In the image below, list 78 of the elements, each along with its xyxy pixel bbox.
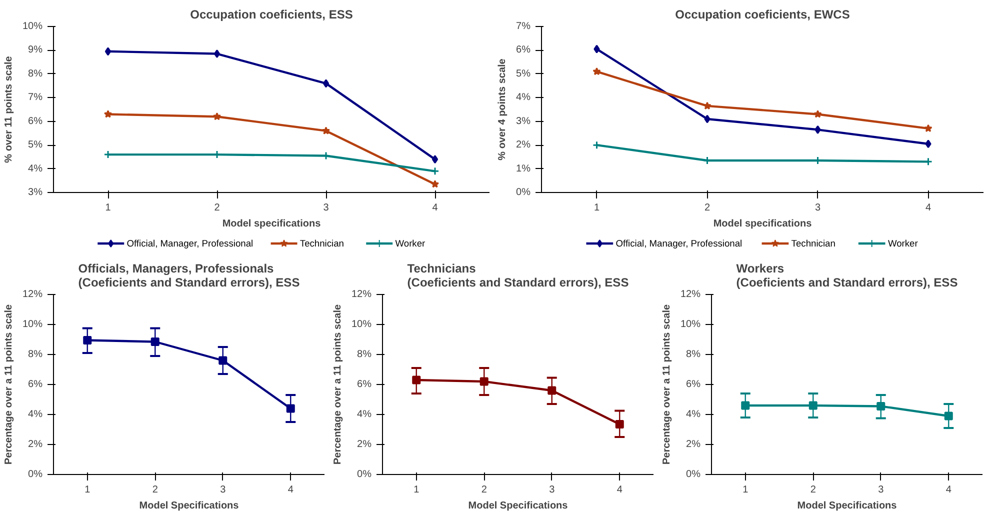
y-axis-title: Percentage over a 11 points scale [661, 304, 672, 465]
y-tick-label: 4% [28, 163, 43, 174]
x-axis-title: Model Specifications [139, 500, 240, 512]
y-tick-label: 6% [28, 379, 43, 390]
x-tick-label: 3 [220, 484, 226, 496]
y-axis-title: Percentage over a 11 points scale [3, 304, 14, 465]
y-tick-label: 8% [28, 68, 43, 80]
chart-title: Officials, Managers, Professionals (Coeficients and Standard errors), ESS [78, 262, 300, 290]
y-tick-label: 2% [28, 439, 43, 450]
y-tick-label: 6% [357, 379, 372, 390]
x-axis-title: Model Specifications [797, 500, 898, 512]
legend-label: Technician [300, 238, 344, 248]
y-tick-label: 10% [351, 319, 372, 330]
x-axis-title: Model specifications [713, 218, 812, 230]
chart-title: Workers (Coeficients and Standard errors), ESS [736, 262, 958, 290]
x-tick-label: 4 [432, 202, 438, 214]
chart-title: Occupation coeficients, EWCS [675, 8, 850, 22]
x-tick-label: 2 [214, 202, 220, 214]
y-tick-label: 0% [686, 469, 701, 480]
x-axis-title: Model Specifications [468, 500, 568, 512]
y-tick-label: 12% [680, 289, 701, 300]
y-tick-label: 2% [516, 140, 531, 151]
y-tick-label: 12% [22, 289, 43, 300]
legend-label: Worker [888, 238, 918, 248]
x-tick-label: 3 [814, 202, 821, 214]
y-tick-label: 10% [22, 319, 43, 330]
legend-label: Technician [791, 238, 836, 248]
y-tick-label: 5% [516, 68, 531, 80]
y-tick-label: 8% [357, 349, 372, 360]
x-tick-label: 2 [481, 484, 488, 496]
chart-title: Technicians (Coeficients and Standard errors), ESS [407, 262, 629, 290]
y-tick-label: 6% [28, 116, 43, 127]
y-tick-label: 3% [28, 187, 43, 198]
x-tick-label: 2 [152, 484, 158, 496]
y-axis-title: Percentage over a 11 points scale [332, 304, 344, 465]
y-tick-label: 1% [516, 163, 531, 174]
y-tick-label: 7% [516, 21, 531, 32]
y-tick-label: 6% [516, 44, 531, 56]
legend-label: Official, Manager, Professional [126, 238, 254, 248]
x-tick-label: 1 [594, 202, 600, 214]
y-tick-label: 10% [22, 21, 43, 32]
x-tick-label: 4 [288, 484, 294, 496]
x-axis-title: Model specifications [222, 218, 322, 230]
x-tick-label: 3 [878, 484, 884, 496]
x-tick-label: 3 [549, 484, 556, 496]
y-axis-title: % over 4 points scale [497, 58, 508, 160]
y-tick-label: 6% [686, 379, 701, 390]
y-tick-label: 10% [680, 319, 701, 330]
chart-title: Occupation coeficients, ESS [190, 8, 353, 22]
legend-label: Worker [395, 238, 426, 248]
y-tick-label: 4% [357, 409, 372, 420]
y-tick-label: 5% [28, 140, 43, 151]
y-tick-label: 4% [686, 409, 701, 420]
y-tick-label: 3% [516, 116, 531, 127]
x-tick-label: 2 [704, 202, 710, 214]
x-tick-label: 4 [946, 484, 952, 496]
x-tick-label: 2 [810, 484, 816, 496]
y-tick-label: 0% [516, 187, 531, 198]
y-tick-label: 7% [28, 92, 43, 104]
y-tick-label: 0% [28, 469, 43, 480]
y-tick-label: 0% [357, 469, 372, 480]
x-tick-label: 1 [414, 484, 420, 496]
y-tick-label: 4% [516, 92, 531, 104]
x-tick-label: 1 [84, 484, 91, 496]
y-tick-label: 2% [357, 439, 372, 450]
y-axis-title: % over 11 points scale [3, 56, 14, 163]
x-tick-label: 3 [323, 202, 330, 214]
legend-label: Official, Manager, Professional [616, 238, 742, 248]
y-tick-label: 8% [686, 349, 701, 360]
y-tick-label: 9% [28, 44, 43, 56]
x-tick-label: 4 [616, 484, 623, 496]
y-tick-label: 2% [686, 439, 701, 450]
y-tick-label: 4% [28, 409, 43, 420]
y-tick-label: 8% [28, 349, 43, 360]
x-tick-label: 4 [925, 202, 932, 214]
x-tick-label: 1 [105, 202, 112, 214]
x-tick-label: 1 [742, 484, 749, 496]
y-tick-label: 12% [351, 289, 372, 300]
